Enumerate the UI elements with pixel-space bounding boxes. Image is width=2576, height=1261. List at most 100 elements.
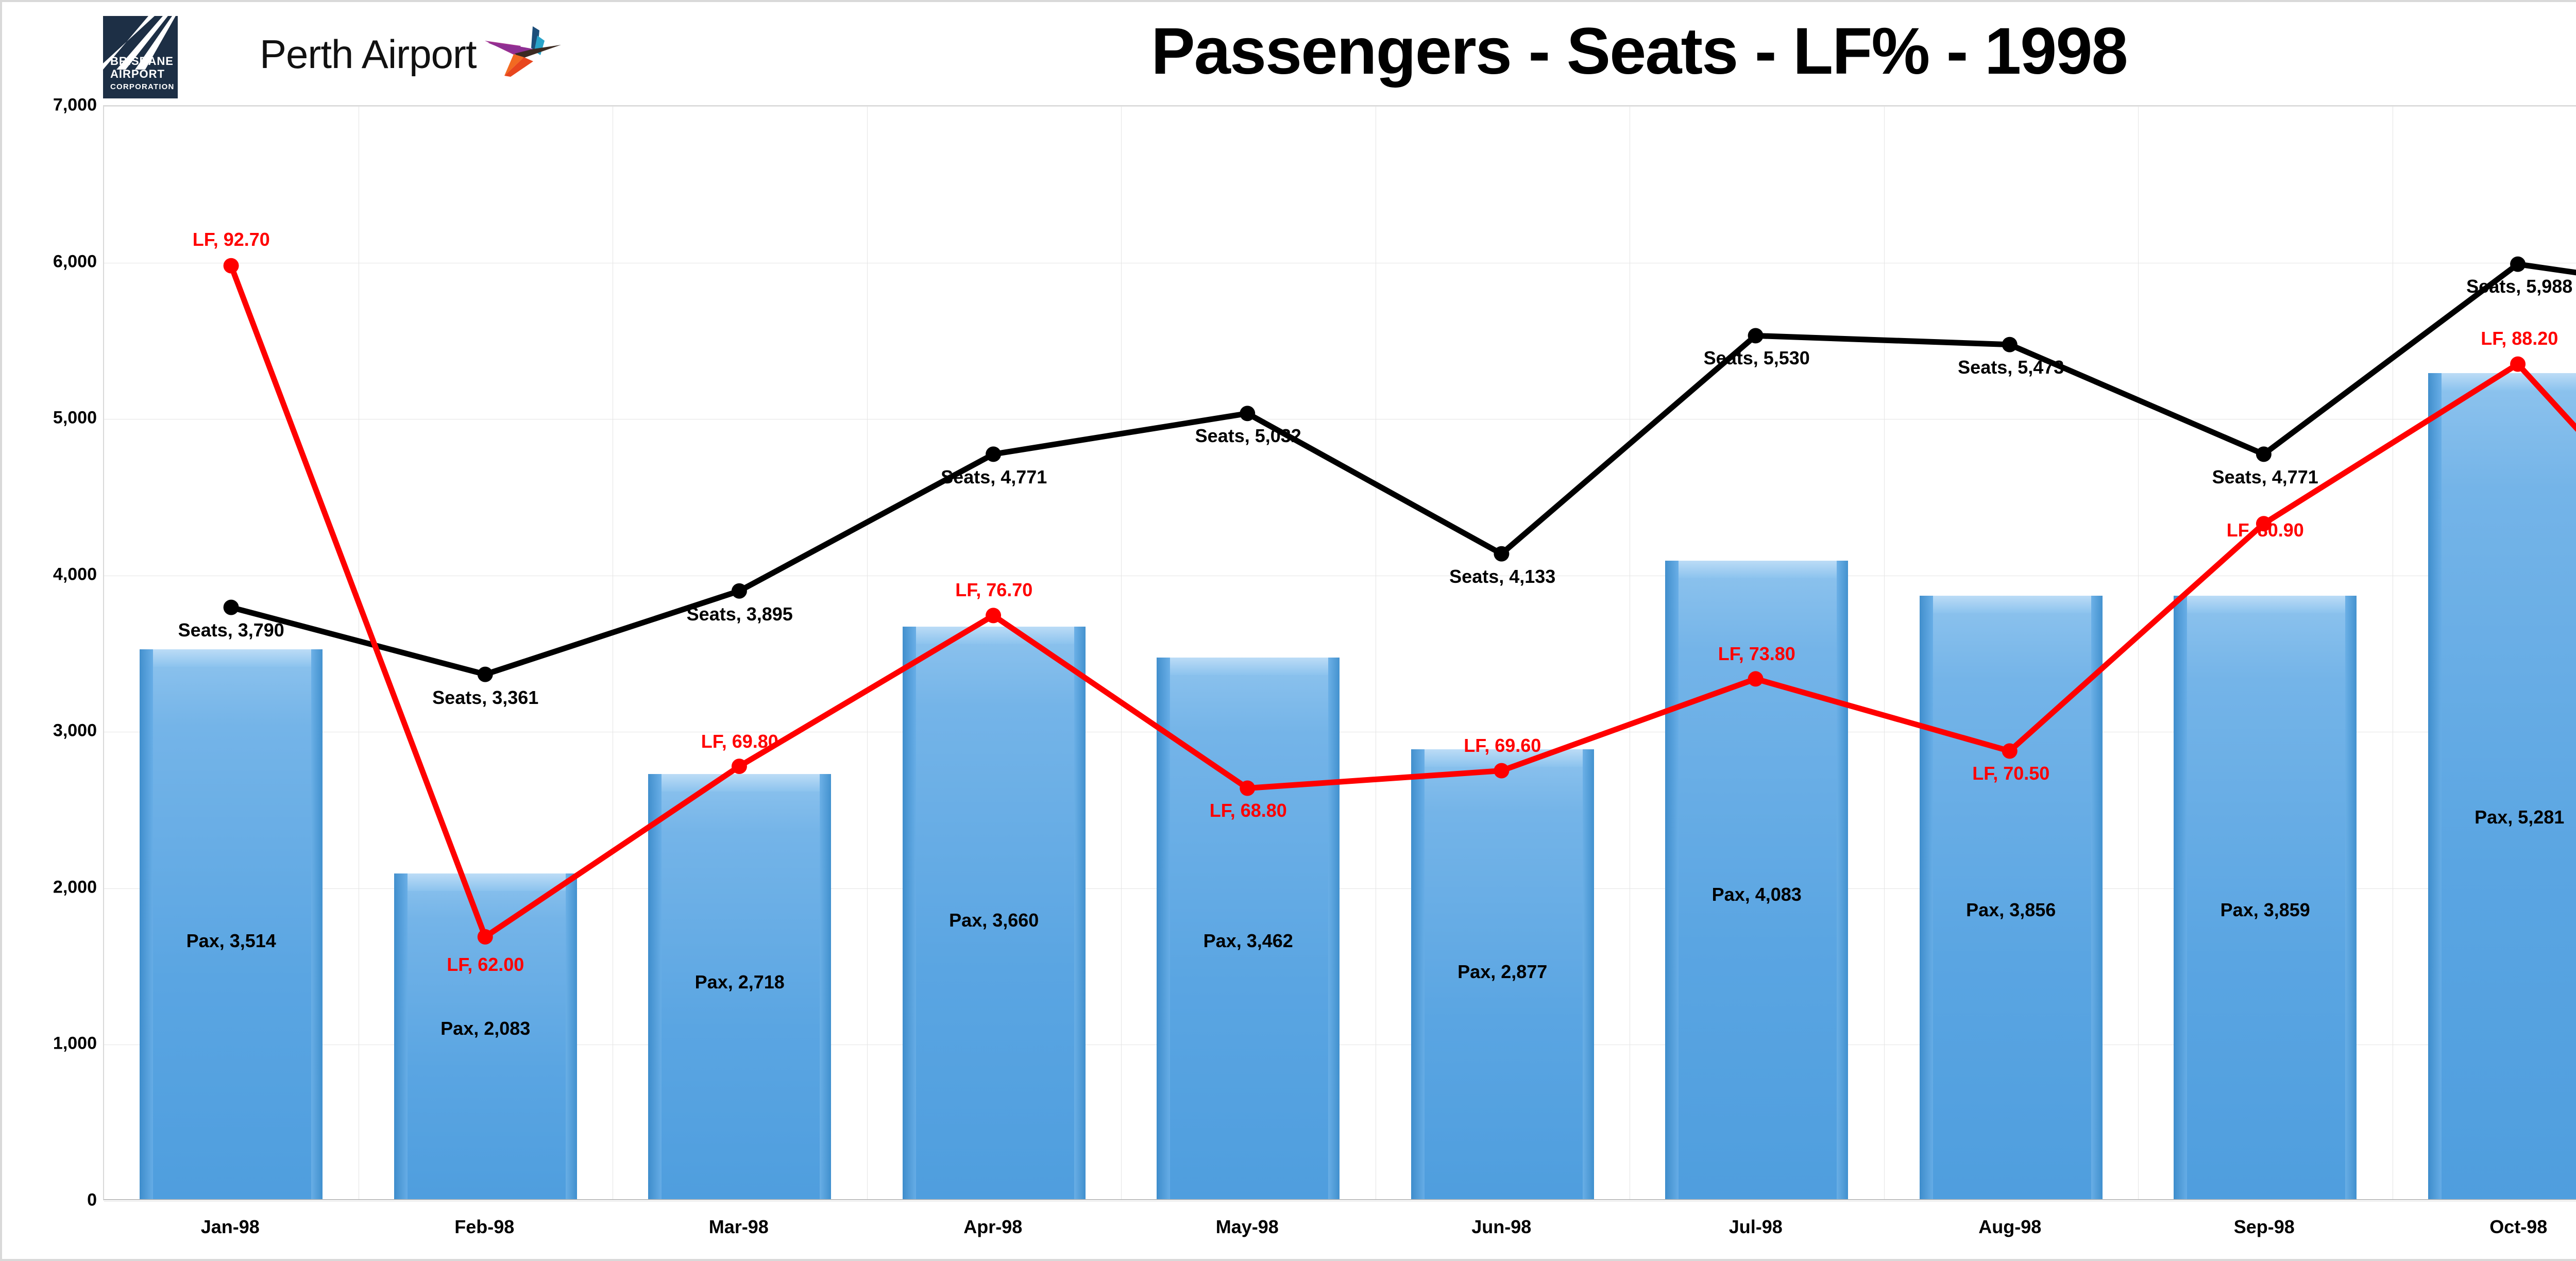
point-label-seats: Seats, 5,032 bbox=[1195, 425, 1301, 447]
point-label-seats: Seats, 3,790 bbox=[178, 619, 284, 641]
bar-bevel-top bbox=[140, 649, 323, 667]
seats-line-polyline bbox=[230, 261, 2576, 678]
perth-airport-logo-text: Perth Airport bbox=[260, 31, 477, 77]
bar-pax bbox=[2174, 595, 2357, 1199]
bar-bevel-left bbox=[140, 649, 154, 1199]
x-axis-tick-oct-98: Oct-98 bbox=[2489, 1216, 2548, 1237]
point-label-seats: Seats, 4,133 bbox=[1449, 566, 1556, 587]
bar-pax bbox=[648, 774, 832, 1199]
bar-pax bbox=[2428, 373, 2576, 1199]
bar-bevel-right bbox=[1074, 626, 1086, 1199]
lf-line-marker bbox=[2510, 356, 2526, 372]
y-axis-left-tick: 4,000 bbox=[53, 564, 97, 584]
bar-bevel-left bbox=[1157, 658, 1171, 1199]
point-label-lf: LF, 88.20 bbox=[2481, 327, 2558, 349]
bar-bevel-top bbox=[2174, 595, 2357, 613]
bac-logo-text: BRISBANE AIRPORT CORPORATION bbox=[103, 55, 178, 93]
line-series-overlay bbox=[223, 256, 2576, 945]
lf-line-marker bbox=[2002, 743, 2018, 759]
point-label-lf: LF, 92.70 bbox=[192, 229, 270, 250]
bac-logo-line2: AIRPORT bbox=[110, 68, 165, 80]
y-axis-left-tick: 5,000 bbox=[53, 408, 97, 428]
plot-area: Pax, 3,514 Pax, 2,083 Pax, 2,718 Pax, 3,660… bbox=[103, 105, 2576, 1202]
bar-pax bbox=[1665, 560, 1849, 1199]
bar-bevel-top bbox=[394, 873, 577, 891]
bar-pax bbox=[902, 626, 1086, 1199]
y-axis-left-tick: 1,000 bbox=[53, 1033, 97, 1053]
bar-label-pax: Pax, 3,660 bbox=[949, 910, 1039, 931]
bar-bevel-top bbox=[648, 774, 832, 792]
bar-label-pax: Pax, 4,083 bbox=[1711, 884, 1802, 905]
bar-bevel-right bbox=[2345, 595, 2357, 1199]
bar-label-pax: Pax, 2,877 bbox=[1458, 961, 1548, 982]
bar-bevel-left bbox=[648, 774, 662, 1199]
gridline-vertical bbox=[2138, 106, 2139, 1199]
bar-bevel-left bbox=[1411, 749, 1425, 1199]
bar-bevel-right bbox=[311, 649, 323, 1199]
bar-bevel-left bbox=[2174, 595, 2188, 1199]
seats-line-marker bbox=[1494, 546, 1510, 562]
bar-bevel-top bbox=[1919, 596, 2103, 614]
x-axis-tick-jul-98: Jul-98 bbox=[1728, 1216, 1783, 1237]
bar-bevel-top bbox=[1157, 658, 1340, 676]
lf-line-marker bbox=[223, 258, 239, 274]
point-label-lf: LF, 69.60 bbox=[1464, 735, 1541, 756]
bar-label-pax: Pax, 3,514 bbox=[186, 930, 276, 951]
x-axis-tick-feb-98: Feb-98 bbox=[454, 1216, 515, 1237]
point-label-lf: LF, 73.80 bbox=[1718, 643, 1795, 664]
bac-logo-line3: CORPORATION bbox=[110, 82, 175, 91]
x-axis: Jan-98 Feb-98 Mar-98 Apr-98 May-98 Jun-98 Jul-… bbox=[103, 1203, 2576, 1244]
brisbane-airport-corporation-logo: BRISBANE AIRPORT CORPORATION bbox=[103, 16, 178, 98]
point-label-lf: LF, 76.70 bbox=[955, 579, 1033, 601]
x-axis-tick-may-98: May-98 bbox=[1215, 1216, 1279, 1237]
bac-logo-line1: BRISBANE bbox=[110, 55, 174, 68]
lf-line-marker bbox=[1240, 780, 1256, 796]
seats-line-marker bbox=[731, 583, 747, 599]
point-label-lf: LF, 69.80 bbox=[701, 730, 778, 752]
bar-bevel-left bbox=[2428, 373, 2442, 1199]
chart-header: BRISBANE AIRPORT CORPORATION Perth Airpo… bbox=[2, 2, 2576, 103]
gridline-vertical bbox=[867, 106, 868, 1199]
perth-airport-star-icon bbox=[484, 26, 561, 77]
y-axis-left-tick: 2,000 bbox=[53, 877, 97, 897]
bar-bevel-right bbox=[1837, 560, 1849, 1199]
bar-label-pax: Pax, 3,859 bbox=[2220, 899, 2310, 920]
point-label-lf: LF, 70.50 bbox=[1972, 762, 2050, 784]
bar-bevel-right bbox=[1328, 658, 1340, 1199]
lf-line-polyline bbox=[228, 264, 2576, 940]
seats-line-marker bbox=[1748, 328, 1764, 344]
gridline-horizontal bbox=[104, 888, 2576, 889]
lf-line-marker bbox=[1494, 763, 1510, 779]
bar-bevel-left bbox=[1665, 560, 1679, 1199]
bar-bevel-left bbox=[394, 873, 408, 1199]
lf-line-marker bbox=[1748, 671, 1764, 687]
bar-bevel-left bbox=[902, 626, 916, 1199]
bar-bevel-right bbox=[820, 774, 832, 1199]
bar-label-pax: Pax, 2,718 bbox=[694, 971, 785, 993]
y-axis-left-tick: 3,000 bbox=[53, 720, 97, 741]
point-label-seats: Seats, 5,473 bbox=[1958, 356, 2064, 378]
bar-pax bbox=[394, 873, 577, 1199]
gridline-horizontal bbox=[104, 1201, 2576, 1202]
seats-line-marker bbox=[986, 446, 1002, 462]
bac-rays-graphic bbox=[103, 16, 178, 70]
point-label-lf: LF, 62.00 bbox=[447, 954, 524, 975]
point-label-seats: Seats, 3,895 bbox=[686, 603, 793, 625]
point-label-seats: Seats, 5,988 bbox=[2466, 276, 2573, 297]
seats-line-marker bbox=[2510, 256, 2526, 272]
bar-bevel-right bbox=[565, 873, 577, 1199]
seats-line-marker bbox=[1240, 406, 1256, 422]
point-label-seats: Seats, 5,530 bbox=[1703, 347, 1810, 369]
gridline-horizontal bbox=[104, 106, 2576, 107]
x-axis-tick-sep-98: Sep-98 bbox=[2233, 1216, 2295, 1237]
bar-pax bbox=[1411, 749, 1594, 1199]
point-label-lf: LF, 80.90 bbox=[2226, 519, 2304, 541]
x-axis-tick-jan-98: Jan-98 bbox=[200, 1216, 260, 1237]
point-label-seats: Seats, 4,771 bbox=[2212, 466, 2318, 487]
lf-line-marker bbox=[477, 929, 493, 945]
point-label-lf: LF, 68.80 bbox=[1209, 800, 1287, 821]
seats-line-marker bbox=[2256, 446, 2272, 462]
bar-label-pax: Pax, 5,281 bbox=[2475, 806, 2565, 828]
bar-bevel-top bbox=[902, 626, 1086, 644]
bar-bevel-top bbox=[1665, 560, 1849, 578]
